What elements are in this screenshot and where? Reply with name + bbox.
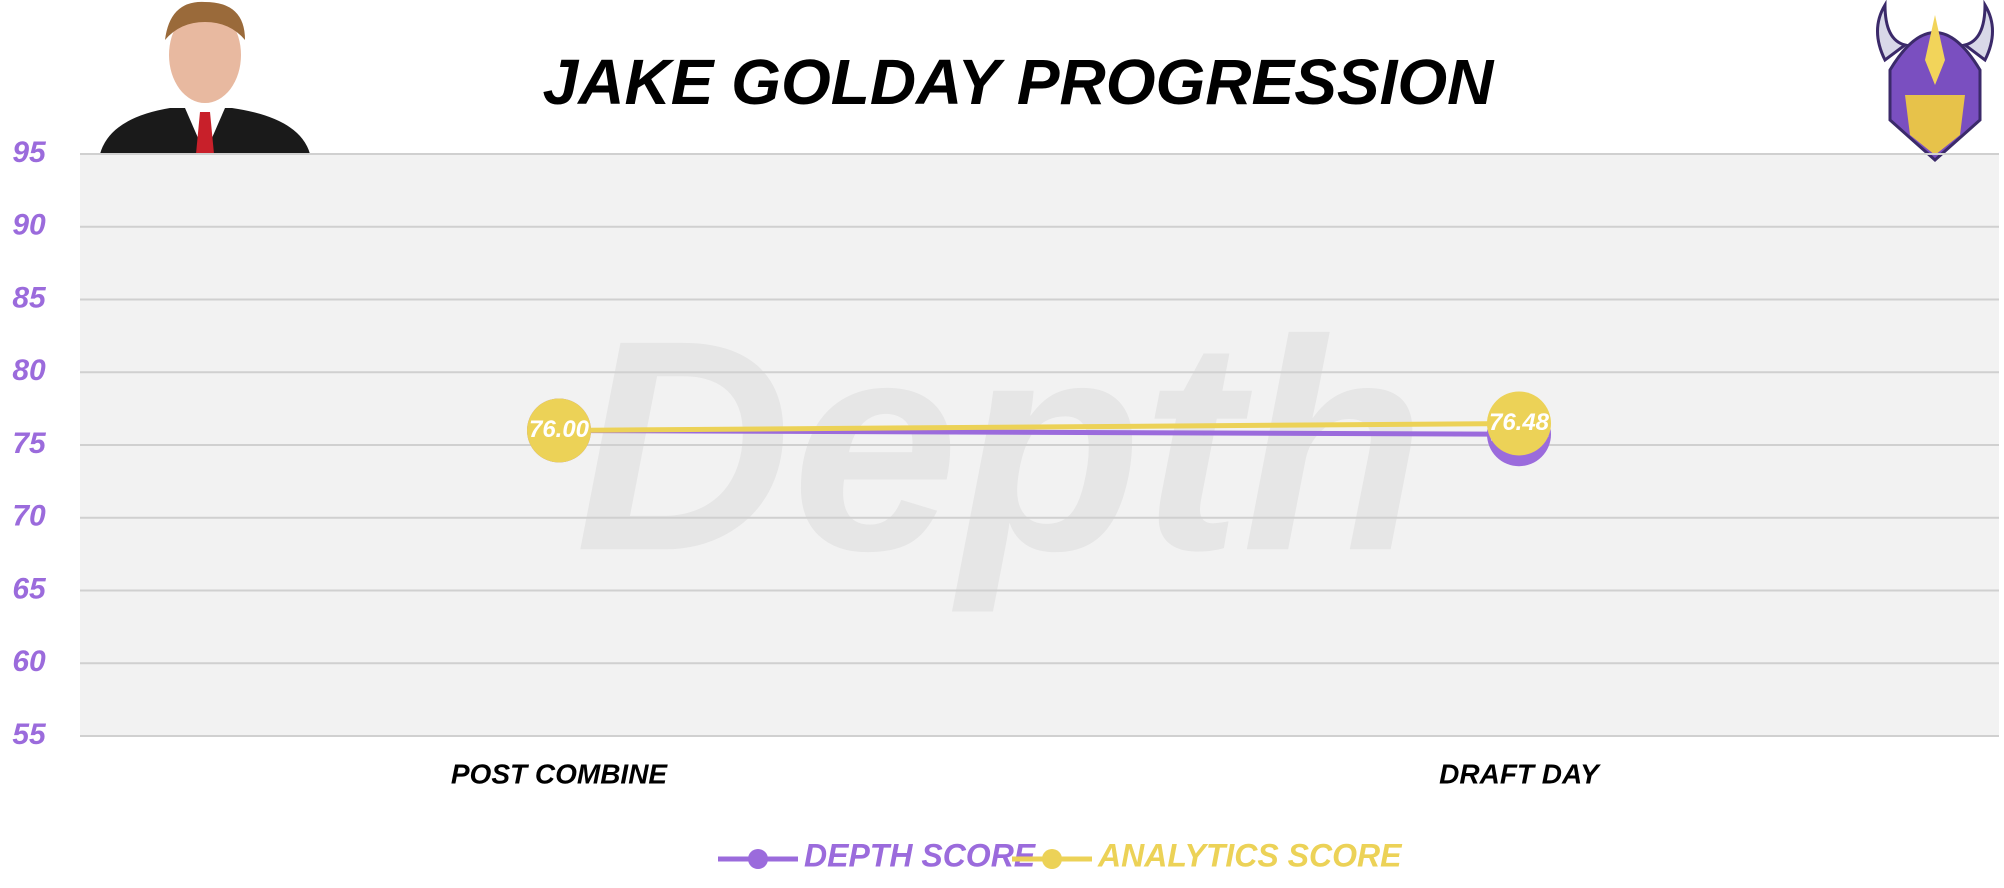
legend-marker xyxy=(748,849,768,869)
y-tick-label: 95 xyxy=(12,136,47,169)
y-tick-label: 75 xyxy=(12,427,47,460)
y-tick-label: 60 xyxy=(12,645,46,678)
x-tick-label: DRAFT DAY xyxy=(1439,758,1601,789)
y-tick-label: 85 xyxy=(12,281,47,314)
legend-label: DEPTH SCORE xyxy=(804,837,1037,873)
data-point xyxy=(1487,391,1551,456)
x-tick-label: POST COMBINE xyxy=(451,758,669,789)
player-photo xyxy=(100,1,310,154)
series-line xyxy=(558,420,1520,433)
legend-label: ANALYTICS SCORE xyxy=(1097,837,1403,873)
y-tick-label: 65 xyxy=(12,572,47,605)
y-tick-label: 55 xyxy=(12,718,47,751)
watermark: Depth xyxy=(575,277,1425,615)
team-logo xyxy=(1876,0,1994,163)
data-label: 76.48 xyxy=(1489,409,1550,436)
data-label: 76.00 xyxy=(529,416,590,443)
legend-marker xyxy=(1042,849,1062,869)
y-tick-label: 80 xyxy=(12,354,46,387)
data-point xyxy=(527,398,591,463)
chart-title: JAKE GOLDAY PROGRESSION xyxy=(543,46,1495,118)
y-tick-label: 90 xyxy=(12,209,46,242)
y-tick-label: 70 xyxy=(12,500,46,533)
